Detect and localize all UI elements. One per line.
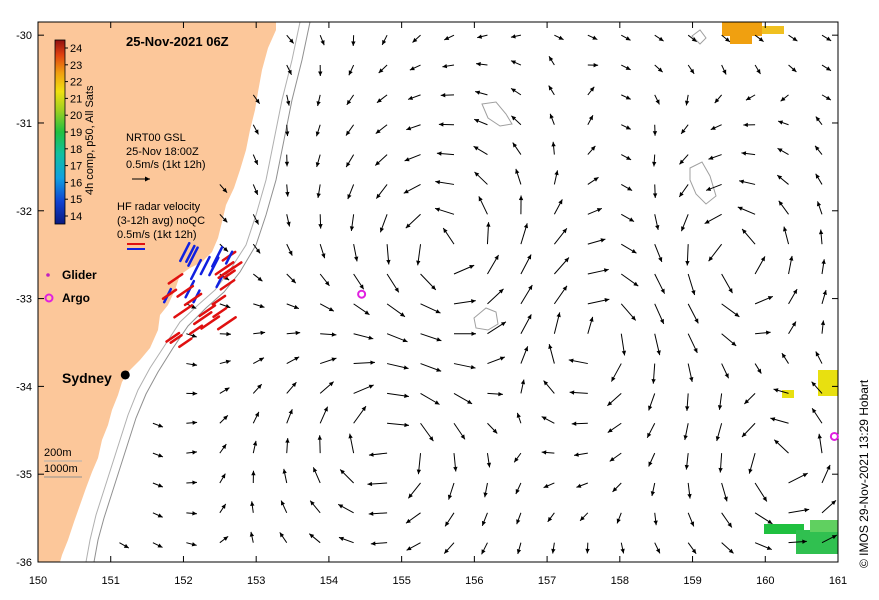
lon-tick-label: 161 — [829, 575, 847, 587]
colorbar-label: 4h comp, p50, All Sats — [84, 85, 96, 195]
depth-legend-200: 200m — [44, 447, 72, 459]
lon-tick-label: 158 — [611, 575, 629, 587]
argo-label: Argo — [62, 291, 90, 305]
sydney-label: Sydney — [62, 370, 112, 386]
lat-tick-label: -33 — [16, 294, 32, 306]
colorbar-tick-label: 21 — [70, 93, 82, 105]
lon-tick-label: 151 — [102, 575, 120, 587]
colorbar-tick-label: 14 — [70, 211, 82, 223]
lat-tick-label: -34 — [16, 381, 32, 393]
colorbar-tick-label: 24 — [70, 43, 82, 55]
gsl-legend-line2: 25-Nov 18:00Z — [126, 146, 199, 158]
lat-tick-label: -35 — [16, 469, 32, 481]
colorbar-tick-label: 22 — [70, 77, 82, 89]
map-title: 25-Nov-2021 06Z — [126, 34, 229, 49]
lon-tick-label: 160 — [756, 575, 774, 587]
lon-tick-label: 157 — [538, 575, 556, 587]
lon-tick-label: 156 — [465, 575, 483, 587]
radar-legend-line3: 0.5m/s (1kt 12h) — [117, 229, 196, 241]
colorbar-tick-label: 20 — [70, 110, 82, 122]
lon-tick-label: 152 — [174, 575, 192, 587]
colorbar-tick-label: 18 — [70, 144, 82, 156]
colorbar-tick-label: 17 — [70, 161, 82, 173]
lat-tick-label: -30 — [16, 30, 32, 42]
copyright-text: © IMOS 29-Nov-2021 13:29 Hobart — [857, 379, 871, 568]
lat-tick-label: -32 — [16, 206, 32, 218]
colorbar-tick-label: 23 — [70, 60, 82, 72]
radar-legend-line1: HF radar velocity — [117, 201, 201, 213]
depth-legend-1000: 1000m — [44, 463, 78, 475]
gsl-legend-line1: NRT00 GSL — [126, 132, 186, 144]
lon-tick-label: 150 — [29, 575, 47, 587]
lat-tick-label: -36 — [16, 557, 32, 569]
lon-tick-label: 155 — [392, 575, 410, 587]
radar-legend-line2: (3-12h avg) noQC — [117, 215, 205, 227]
lat-tick-label: -31 — [16, 118, 32, 130]
colorbar-tick-label: 15 — [70, 194, 82, 206]
gsl-legend-line3: 0.5m/s (1kt 12h) — [126, 159, 205, 171]
lon-tick-label: 159 — [683, 575, 701, 587]
lon-tick-label: 153 — [247, 575, 265, 587]
colorbar-tick-label: 16 — [70, 177, 82, 189]
colorbar-tick-label: 19 — [70, 127, 82, 139]
glider-label: Glider — [62, 268, 97, 282]
lon-tick-label: 154 — [320, 575, 338, 587]
glider-symbol — [46, 273, 50, 277]
